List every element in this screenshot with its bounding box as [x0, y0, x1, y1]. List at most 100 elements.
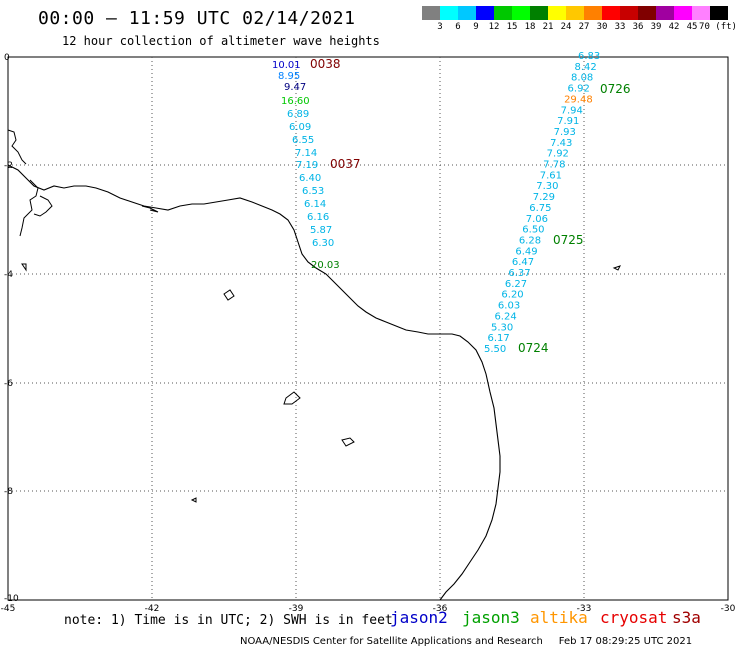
coastline-north: [7, 129, 159, 237]
wave-height-value: 6.50: [522, 225, 544, 236]
satellite-name: s3a: [672, 608, 701, 627]
x-tick-label: -33: [577, 604, 592, 614]
track-time-labels: 0038 0037 0726 0725 0724: [310, 57, 631, 355]
wave-height-value: 7.92: [547, 149, 569, 160]
wave-height-value: 6.37: [508, 268, 530, 279]
wave-height-value: 6.47: [512, 257, 534, 268]
legend-swatch: [458, 6, 476, 20]
legend-label: 3: [437, 22, 443, 32]
wave-height-value: 8.95: [278, 71, 300, 82]
wave-height-value: 7.29: [533, 192, 555, 203]
satellite-name: jason3: [462, 608, 520, 627]
legend-label: 18: [524, 22, 536, 32]
wave-height-value: 7.61: [540, 170, 562, 181]
legend-label: 21: [542, 22, 554, 32]
pass-time-label: 0038: [310, 57, 341, 71]
wave-height-value: 20.03: [311, 260, 340, 271]
wave-height-value: 29.48: [564, 94, 593, 105]
wave-height-value: 6.75: [529, 203, 551, 214]
pass-time-label: 0724: [518, 341, 549, 355]
legend-label: 36: [632, 22, 644, 32]
legend-label: 6: [455, 22, 461, 32]
wave-height-value: 6.28: [519, 235, 541, 246]
footnote: note: 1) Time is in UTC; 2) SWH is in fe…: [64, 613, 393, 628]
satellite-name: cryosat: [600, 608, 668, 627]
island-4: [190, 497, 197, 503]
legend-label: 27: [578, 22, 590, 32]
y-axis-ticks: 0 -2 -4 -6 -8 -10: [4, 53, 19, 604]
legend-label: 45: [686, 22, 698, 32]
legend-swatch: [512, 6, 530, 20]
wave-height-value: 7.19: [296, 160, 318, 171]
wave-height-value: 6.30: [312, 238, 334, 249]
wave-height-value: 7.93: [554, 127, 576, 138]
wave-height-value: 7.43: [550, 138, 572, 149]
wave-height-value: 5.87: [310, 225, 332, 236]
legend-label: 12: [488, 22, 500, 32]
wave-height-value: 6.27: [505, 279, 527, 290]
legend-label: 30: [596, 22, 608, 32]
wave-height-value: 6.03: [498, 301, 520, 312]
legend-label: 42: [668, 22, 680, 32]
wave-height-value: 6.20: [501, 290, 523, 301]
legend-label: 39: [650, 22, 662, 32]
wave-height-value: 7.14: [295, 148, 317, 159]
wave-height-value: 7.78: [543, 160, 565, 171]
satellite-name: jason2: [390, 608, 448, 627]
wave-height-value: 5.50: [484, 344, 506, 355]
wave-height-value: 6.89: [287, 109, 309, 120]
y-tick-label: -2: [4, 161, 13, 171]
wave-height-value: 6.92: [568, 84, 590, 95]
legend-label: 70 (ft): [699, 22, 737, 32]
color-legend: 3 6 9 12 15 18 21 24 27 30 33 36 39 42 45 70 (ft): [422, 6, 737, 34]
wave-height-value: 6.09: [289, 122, 311, 133]
island-3: [341, 437, 355, 447]
legend-swatches: [422, 6, 728, 20]
legend-swatch: [548, 6, 566, 20]
wave-height-value: 7.91: [557, 116, 579, 127]
legend-label: 24: [560, 22, 572, 32]
wave-height-value: 6.53: [302, 186, 324, 197]
track-jason2: 10.018.959.47 16.60 6.89 6.09 6.55 7.147.19 6.…: [272, 60, 340, 271]
y-tick-label: 0: [4, 53, 10, 63]
wave-height-value: 6.83: [578, 51, 600, 62]
x-tick-label: -30: [721, 604, 736, 614]
legend-swatch: [440, 6, 458, 20]
x-tick-label: -45: [1, 604, 16, 614]
legend-swatch: [422, 6, 440, 20]
wave-height-value: 6.55: [292, 135, 314, 146]
legend-label: 33: [614, 22, 626, 32]
pass-time-label: 0725: [553, 233, 584, 247]
map-frame: [7, 56, 729, 601]
wave-height-value: 7.06: [526, 214, 548, 225]
y-tick-label: -8: [4, 487, 13, 497]
island-2: [283, 391, 301, 405]
legend-swatch: [692, 6, 710, 20]
legend-swatch: [638, 6, 656, 20]
map-subtitle: 12 hour collection of altimeter wave hei…: [62, 34, 380, 48]
island-5: [612, 265, 621, 271]
wave-height-value: 6.16: [307, 212, 329, 223]
wave-height-value: 6.24: [494, 311, 516, 322]
x-tick-label: -36: [433, 604, 448, 614]
grid-lines: [8, 57, 728, 600]
wave-height-value: 7.30: [536, 181, 558, 192]
wave-height-value: 10.01: [272, 60, 301, 71]
wave-height-value: 8.42: [575, 62, 597, 73]
legend-swatch: [566, 6, 584, 20]
legend-swatch: [476, 6, 494, 20]
island-1: [223, 289, 235, 301]
legend-swatch: [656, 6, 674, 20]
legend-labels: 3 6 9 12 15 18 21 24 27 30 33 36 39 42 45 70 (ft): [422, 20, 737, 32]
map-title: 00:00 – 11:59 UTC 02/14/2021: [38, 8, 356, 29]
legend-swatch: [674, 6, 692, 20]
wave-height-value: 9.47: [284, 82, 306, 93]
pass-time-label: 0726: [600, 82, 631, 96]
wave-height-value: 16.60: [281, 96, 310, 107]
y-tick-label: -10: [4, 594, 19, 604]
wave-height-value: 8.08: [571, 73, 593, 84]
legend-label: 15: [506, 22, 518, 32]
x-tick-label: -42: [145, 604, 160, 614]
legend-swatch: [584, 6, 602, 20]
